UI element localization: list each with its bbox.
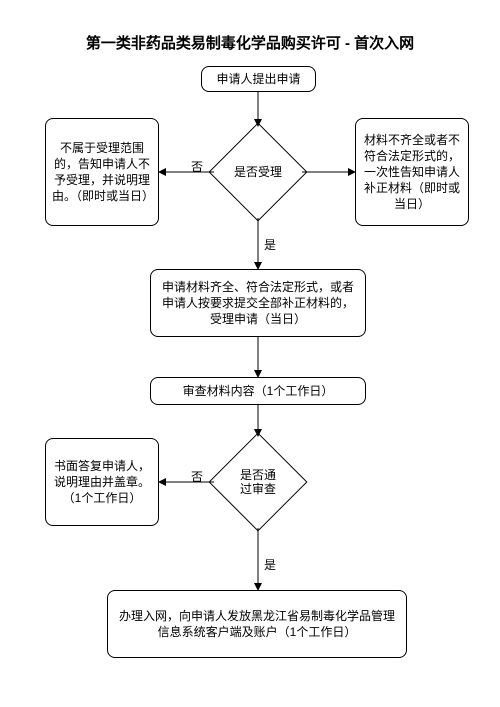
edge-label-no-2: 否 xyxy=(191,468,203,485)
decision-accept: 是否受理 xyxy=(223,137,293,207)
decision-accept-text: 是否受理 xyxy=(223,137,293,207)
decision-review-text: 是否通 过审查 xyxy=(223,447,293,517)
node-reject-review: 书面答复申请人，说明理由并盖章。（1个工作日） xyxy=(45,438,159,526)
node-start: 申请人提出申请 xyxy=(201,66,316,92)
node-final-text: 办理入网，向申请人发放黑龙江省易制毒化学品管理信息系统客户端及账户（1个工作日） xyxy=(114,608,400,640)
node-reject1-text: 不属于受理范围的，告知申请人不予受理，并说明理由。（即时或当日） xyxy=(52,140,152,205)
page-title: 第一类非药品类易制毒化学品购买许可 - 首次入网 xyxy=(0,32,500,53)
edge-label-no-1: 否 xyxy=(191,158,203,175)
decision-review: 是否通 过审查 xyxy=(223,447,293,517)
node-accept-text: 申请材料齐全、符合法定形式，或者申请人按要求提交全部补正材料的，受理申请（当日） xyxy=(157,279,359,328)
edge-label-yes-2: 是 xyxy=(264,556,276,573)
node-start-text: 申请人提出申请 xyxy=(216,71,300,87)
node-accept: 申请材料齐全、符合法定形式，或者申请人按要求提交全部补正材料的，受理申请（当日） xyxy=(150,269,366,337)
node-review: 审查材料内容（1个工作日） xyxy=(150,377,366,405)
node-reject2-text: 书面答复申请人，说明理由并盖章。（1个工作日） xyxy=(52,458,152,507)
node-supplement: 材料不齐全或者不符合法定形式的，一次性告知申请人补正材料（即时或当日） xyxy=(355,118,469,226)
node-supplement-text: 材料不齐全或者不符合法定形式的，一次性告知申请人补正材料（即时或当日） xyxy=(362,132,462,213)
node-review-text: 审查材料内容（1个工作日） xyxy=(183,383,334,399)
node-final: 办理入网，向申请人发放黑龙江省易制毒化学品管理信息系统客户端及账户（1个工作日） xyxy=(107,590,407,658)
node-reject-out-of-scope: 不属于受理范围的，告知申请人不予受理，并说明理由。（即时或当日） xyxy=(45,118,159,226)
edge-label-yes-1: 是 xyxy=(264,236,276,253)
